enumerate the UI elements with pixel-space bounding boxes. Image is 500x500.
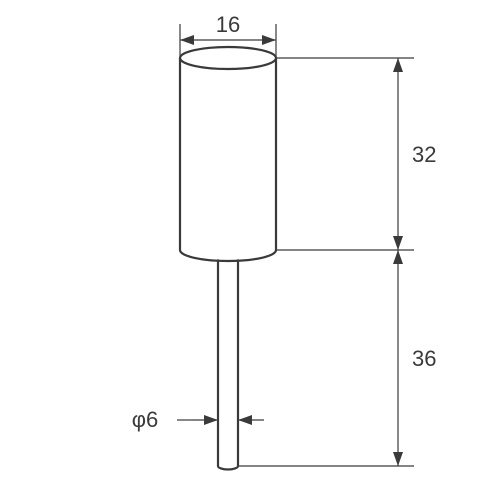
dim-top-width-label: 16 — [216, 12, 240, 37]
dim-right-upper-label: 32 — [412, 142, 436, 167]
dim-right: 32 36 — [238, 58, 436, 466]
dim-shaft-dia: φ6 — [132, 406, 264, 434]
dim-right-lower-label: 36 — [412, 346, 436, 371]
dim-shaft-dia-label: φ6 — [132, 407, 159, 432]
part-outline — [180, 47, 276, 470]
technical-drawing: 16 32 36 φ6 — [0, 0, 500, 500]
